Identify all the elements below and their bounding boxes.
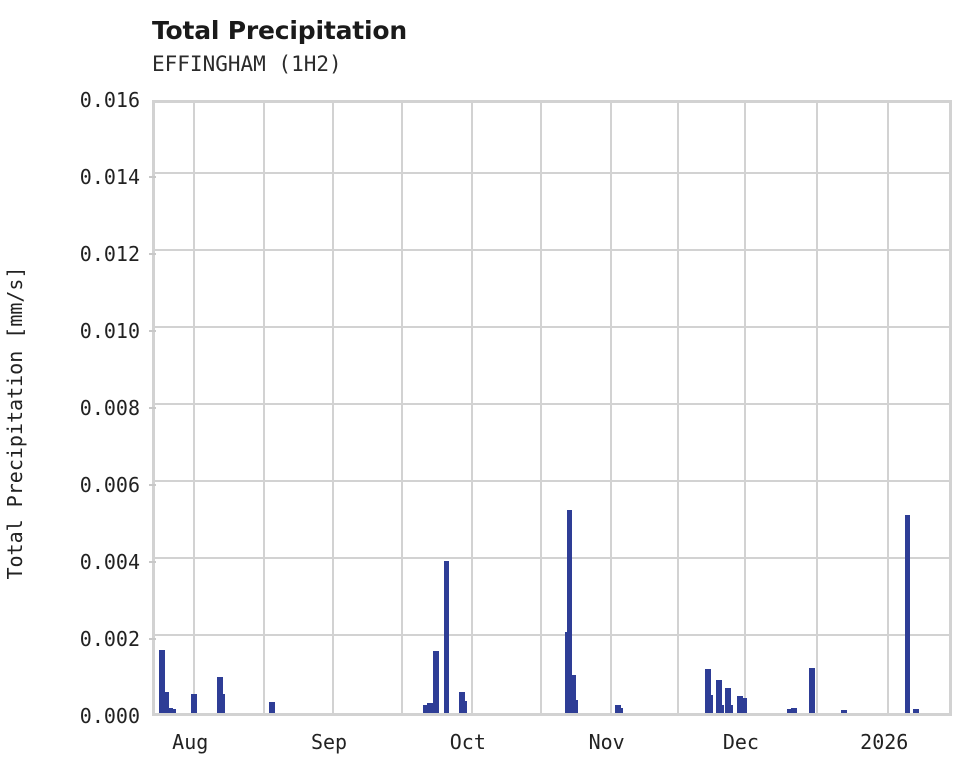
plot-area — [152, 100, 952, 716]
y-tick-label: 0.002 — [79, 627, 140, 651]
y-tick-mark — [149, 253, 156, 255]
chart-title: Total Precipitation — [152, 16, 407, 45]
gridline-horizontal — [155, 634, 949, 636]
chart-subtitle: EFFINGHAM (1H2) — [152, 52, 342, 76]
gridline-vertical — [193, 103, 196, 713]
gridline-horizontal — [155, 480, 949, 482]
bar — [724, 687, 731, 713]
gridline-vertical — [815, 103, 818, 713]
bar — [423, 705, 429, 713]
bar — [569, 674, 576, 713]
bar — [741, 697, 748, 713]
x-tick-label: 2026 — [860, 730, 909, 754]
x-tick-label: Sep — [310, 730, 348, 754]
y-tick-label: 0.014 — [79, 165, 140, 189]
bar — [163, 691, 169, 713]
bar — [159, 650, 165, 713]
bar — [791, 708, 797, 713]
bar — [167, 708, 173, 713]
gridline-vertical — [262, 103, 265, 713]
gridline-vertical — [676, 103, 679, 713]
y-tick-mark — [149, 176, 156, 178]
gridline-horizontal — [155, 326, 949, 328]
y-tick-mark — [149, 561, 156, 563]
gridline-vertical — [609, 103, 612, 713]
bar — [841, 709, 848, 713]
bar — [170, 709, 177, 713]
bar — [705, 668, 712, 713]
gridline-vertical — [470, 103, 473, 713]
y-tick-label: 0.012 — [79, 242, 140, 266]
gridline-horizontal — [155, 172, 949, 174]
bar — [737, 695, 744, 713]
x-tick-label: Nov — [588, 730, 625, 754]
gridline-vertical — [743, 103, 746, 713]
bar — [809, 667, 816, 713]
bar — [905, 514, 911, 713]
bar — [913, 709, 920, 713]
y-tick-mark — [149, 484, 156, 486]
bar — [443, 560, 449, 713]
gridline-vertical — [887, 103, 890, 713]
y-tick-label: 0.000 — [79, 704, 140, 728]
gridline-vertical — [332, 103, 335, 713]
bar — [567, 509, 572, 713]
bar — [427, 703, 433, 713]
bar — [461, 701, 467, 713]
bar — [617, 708, 623, 713]
bar — [219, 693, 225, 713]
bar — [571, 699, 578, 713]
y-tick-label: 0.010 — [79, 319, 140, 343]
bar — [717, 704, 724, 713]
gridline-vertical — [401, 103, 404, 713]
bar — [787, 709, 793, 713]
gridline-horizontal — [155, 557, 949, 559]
gridline-horizontal — [155, 249, 949, 251]
bar — [433, 651, 439, 713]
bar — [726, 705, 733, 713]
x-tick-label: Oct — [449, 730, 486, 754]
y-tick-mark — [149, 407, 156, 409]
x-tick-label: Aug — [172, 730, 209, 754]
y-tick-mark — [149, 330, 156, 332]
x-tick-label: Dec — [722, 730, 759, 754]
y-tick-label: 0.004 — [79, 550, 140, 574]
bar — [269, 702, 275, 713]
bar — [715, 680, 722, 713]
y-tick-label: 0.008 — [79, 396, 140, 420]
gridline-vertical — [540, 103, 543, 713]
y-tick-label: 0.006 — [79, 473, 140, 497]
gridline-horizontal — [155, 403, 949, 405]
y-tick-mark — [149, 638, 156, 640]
bar — [707, 694, 714, 713]
bar — [191, 693, 197, 713]
y-tick-label: 0.016 — [79, 88, 140, 112]
